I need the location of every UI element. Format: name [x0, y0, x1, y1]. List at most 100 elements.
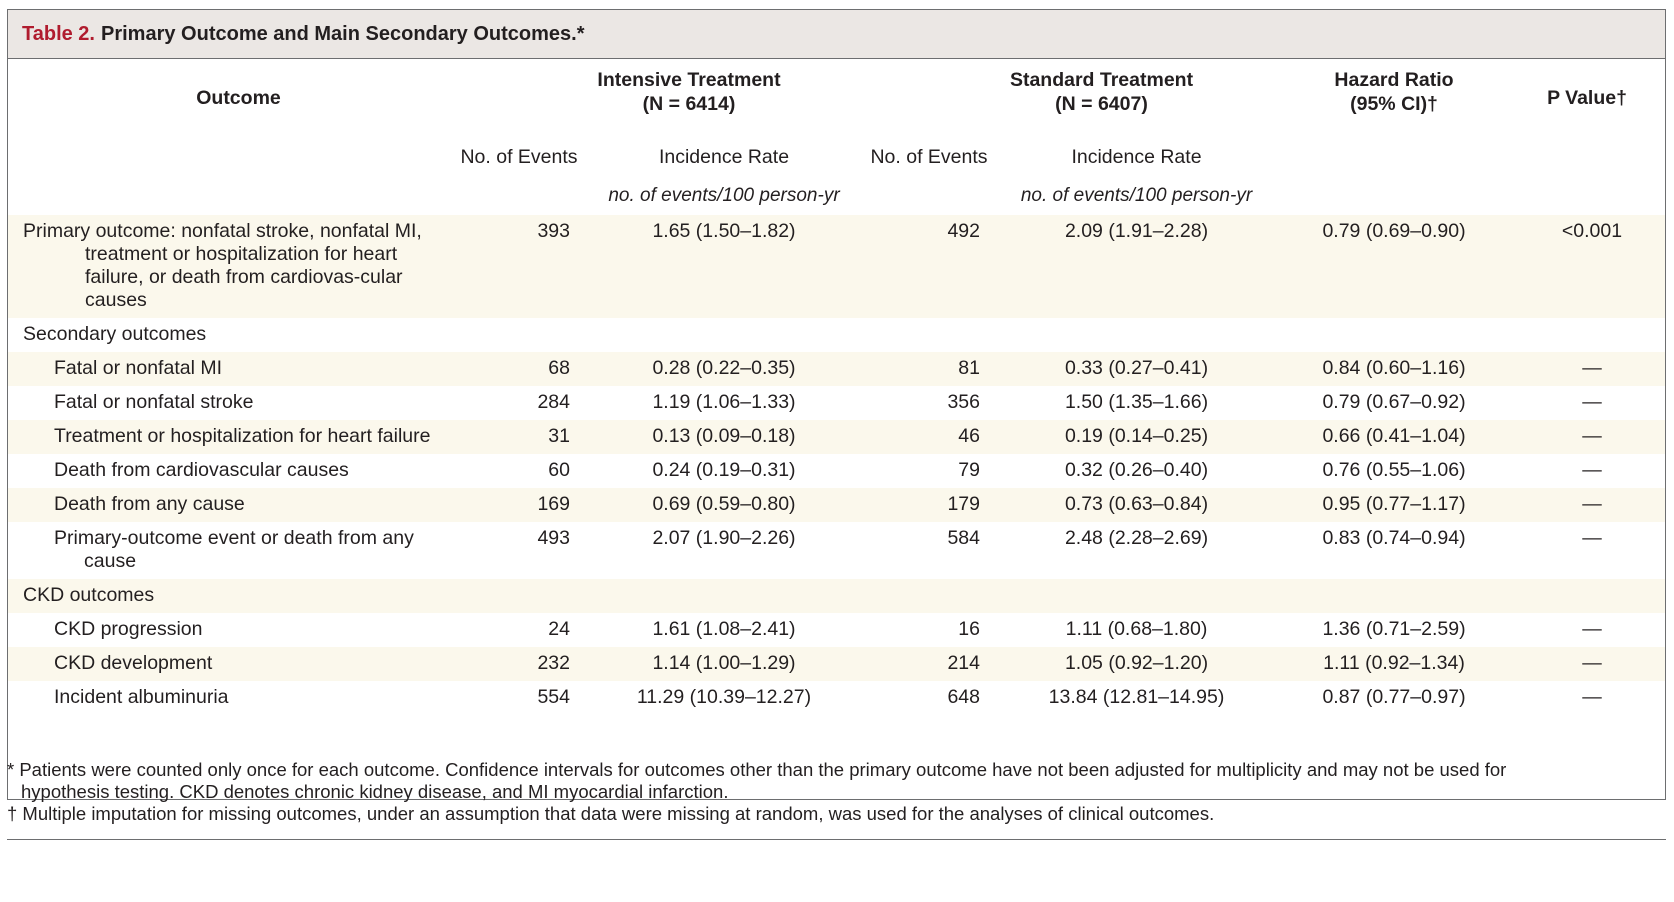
table-row: Fatal or nonfatal stroke 284 1.19 (1.06–…: [8, 386, 1665, 420]
table-title: Primary Outcome and Main Secondary Outco…: [101, 22, 585, 45]
header-standard: Standard Treatment (N = 6407): [864, 59, 1279, 137]
table-row: Treatment or hospitalization for heart f…: [8, 420, 1665, 454]
cell-standard-rate: 1.50 (1.35–1.66): [1064, 391, 1209, 413]
table-row-section: CKD outcomes: [8, 579, 1665, 613]
header-intensive-n: (N = 6414): [642, 93, 736, 115]
row-label: Fatal or nonfatal stroke: [54, 391, 254, 413]
cell-intensive-rate: 0.24 (0.19–0.31): [652, 459, 796, 481]
cell-standard-rate: 0.32 (0.26–0.40): [1064, 459, 1209, 481]
section-label: Secondary outcomes: [23, 323, 207, 345]
cell-intensive-events: 493: [537, 527, 570, 549]
cell-p-value: —: [1509, 647, 1665, 681]
cell-p-value: —: [1509, 352, 1665, 386]
cell-standard-rate: 0.33 (0.27–0.41): [994, 352, 1280, 386]
cell-hazard-ratio: 0.87 (0.77–0.97): [1322, 686, 1466, 708]
cell-hazard-ratio: 1.11 (0.92–1.34): [1279, 647, 1510, 681]
cell-standard-events: 46: [864, 420, 994, 454]
table-footnotes: * Patients were counted only once for ea…: [7, 759, 1587, 825]
cell-standard-events: 81: [864, 352, 994, 386]
cell-intensive-rate: 1.19 (1.06–1.33): [652, 391, 796, 413]
header-standard-n: (N = 6407): [1055, 93, 1148, 115]
cell-p-value: —: [1509, 488, 1665, 522]
cell-intensive-events: 169: [454, 488, 584, 522]
cell-intensive-rate: 1.65 (1.50–1.82): [584, 215, 864, 318]
cell-p-value: —: [1582, 686, 1602, 708]
cell-standard-events: 79: [958, 459, 980, 481]
cell-standard-rate: 0.73 (0.63–0.84): [994, 488, 1280, 522]
cell-hazard-ratio: 0.83 (0.74–0.94): [1322, 527, 1466, 549]
cell-standard-rate: 2.09 (1.91–2.28): [994, 215, 1280, 318]
outcomes-table: Outcome Intensive Treatment (N = 6414) S…: [8, 59, 1665, 715]
row-label: Fatal or nonfatal MI: [8, 352, 454, 386]
table-title-bar: Table 2. Primary Outcome and Main Second…: [8, 10, 1665, 59]
cell-hazard-ratio: 0.84 (0.60–1.16): [1279, 352, 1510, 386]
footnote-asterisk: * Patients were counted only once for ea…: [7, 759, 1507, 802]
cell-p-value: —: [1509, 420, 1665, 454]
table-number: Table 2.: [22, 22, 95, 45]
header-hr-label: Hazard Ratio: [1334, 69, 1454, 91]
cell-standard-rate: 13.84 (12.81–14.95): [1048, 686, 1225, 708]
cell-intensive-events: 68: [454, 352, 584, 386]
table-row: Primary outcome: nonfatal stroke, nonfat…: [8, 215, 1665, 318]
table-row: Death from any cause 169 0.69 (0.59–0.80…: [8, 488, 1665, 522]
cell-intensive-rate: 11.29 (10.39–12.27): [636, 686, 812, 708]
cell-standard-events: 648: [947, 686, 980, 708]
cell-standard-events: 214: [864, 647, 994, 681]
cell-hazard-ratio: 0.76 (0.55–1.06): [1322, 459, 1466, 481]
table-row-section: Secondary outcomes: [8, 318, 1665, 352]
cell-intensive-events: 284: [537, 391, 570, 413]
cell-intensive-rate: 0.69 (0.59–0.80): [584, 488, 864, 522]
cell-p-value: —: [1582, 391, 1602, 413]
header-outcome: Outcome: [196, 87, 281, 109]
cell-standard-events: 356: [947, 391, 980, 413]
cell-standard-rate: 2.48 (2.28–2.69): [1064, 527, 1209, 549]
cell-p-value: —: [1582, 459, 1602, 481]
cell-intensive-events: 60: [548, 459, 570, 481]
row-label: CKD development: [8, 647, 454, 681]
cell-standard-rate: 1.11 (0.68–1.80): [1065, 618, 1208, 640]
row-label: Primary-outcome event or death from any …: [54, 527, 414, 572]
table-row: Incident albuminuria 554 11.29 (10.39–12…: [8, 681, 1665, 715]
header-intensive: Intensive Treatment (N = 6414): [454, 59, 864, 137]
cell-intensive-events: 554: [537, 686, 570, 708]
header-standard-incidence: Incidence Rate: [1071, 146, 1202, 168]
header-standard-label: Standard Treatment: [1009, 69, 1194, 91]
bottom-rule: [7, 839, 1666, 840]
header-hr-ci: (95% CI)†: [1350, 93, 1438, 115]
section-label: CKD outcomes: [8, 579, 1665, 613]
row-label: Incident albuminuria: [54, 686, 229, 708]
cell-p-value: —: [1582, 618, 1602, 640]
footnote-dagger: † Multiple imputation for missing outcom…: [7, 803, 1215, 824]
row-label: Treatment or hospitalization for heart f…: [54, 425, 431, 447]
table-row: CKD progression 24 1.61 (1.08–2.41) 16 1…: [8, 613, 1665, 647]
cell-intensive-events: 31: [454, 420, 584, 454]
cell-hazard-ratio: 0.79 (0.69–0.90): [1279, 215, 1510, 318]
cell-intensive-events: 393: [454, 215, 584, 318]
cell-hazard-ratio: 0.95 (0.77–1.17): [1279, 488, 1510, 522]
cell-standard-events: 179: [864, 488, 994, 522]
cell-intensive-rate: 1.61 (1.08–2.41): [652, 618, 796, 640]
row-label: Primary outcome: nonfatal stroke, nonfat…: [23, 220, 422, 311]
row-label: Death from cardiovascular causes: [54, 459, 349, 481]
units-standard: no. of events/100 person-yr: [1020, 185, 1253, 206]
cell-hazard-ratio: 1.36 (0.71–2.59): [1322, 618, 1466, 640]
cell-intensive-rate: 2.07 (1.90–2.26): [652, 527, 796, 549]
cell-p-value: —: [1582, 527, 1602, 549]
row-label: CKD progression: [54, 618, 203, 640]
cell-intensive-rate: 1.14 (1.00–1.29): [584, 647, 864, 681]
cell-p-value: <0.001: [1509, 215, 1665, 318]
table-row: Primary-outcome event or death from any …: [8, 522, 1665, 579]
units-intensive: no. of events/100 person-yr: [608, 185, 840, 206]
cell-standard-events: 492: [864, 215, 994, 318]
table-row: Fatal or nonfatal MI 68 0.28 (0.22–0.35)…: [8, 352, 1665, 386]
table-row: Death from cardiovascular causes 60 0.24…: [8, 454, 1665, 488]
table-frame: Table 2. Primary Outcome and Main Second…: [7, 9, 1666, 800]
table-row: CKD development 232 1.14 (1.00–1.29) 214…: [8, 647, 1665, 681]
row-label: Death from any cause: [8, 488, 454, 522]
header-intensive-events: No. of Events: [460, 146, 578, 168]
cell-hazard-ratio: 0.66 (0.41–1.04): [1279, 420, 1510, 454]
header-p-value: P Value†: [1547, 87, 1627, 109]
cell-intensive-events: 24: [548, 618, 570, 640]
cell-intensive-events: 232: [454, 647, 584, 681]
cell-standard-events: 16: [958, 618, 980, 640]
